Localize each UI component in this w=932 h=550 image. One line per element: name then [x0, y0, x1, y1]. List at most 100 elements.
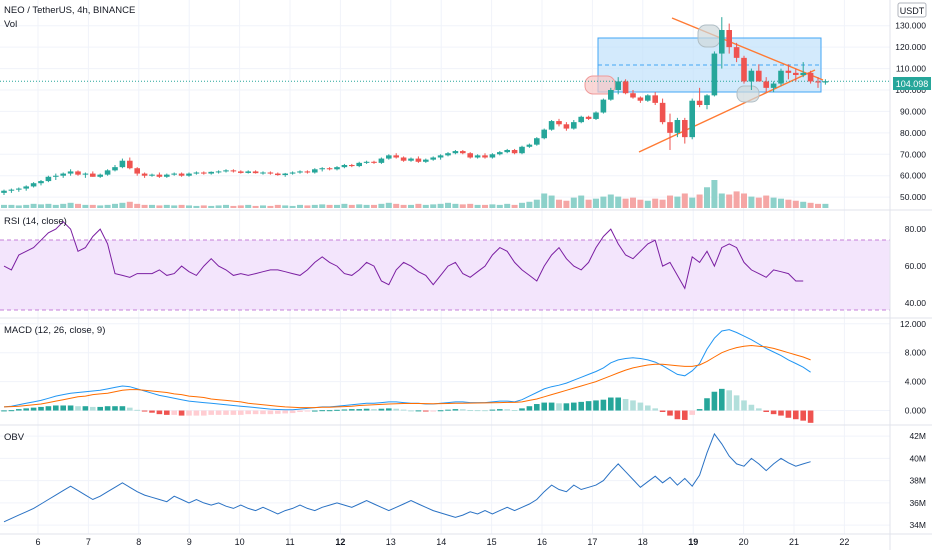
x-axis-label: 22 — [839, 537, 849, 547]
volume-bar — [52, 204, 59, 208]
volume-bar — [422, 204, 429, 208]
macd-hist-bar — [748, 404, 755, 411]
price-axis-label: 90.000 — [900, 106, 926, 116]
volume-bar — [126, 201, 133, 208]
candle-body — [112, 167, 118, 171]
candle-body — [815, 81, 821, 83]
candle-body — [23, 186, 29, 189]
macd-hist-bar — [674, 410, 681, 420]
volume-bar — [30, 203, 37, 208]
candle-body — [312, 169, 318, 173]
volume-bar — [445, 202, 451, 208]
volume-bar — [334, 204, 340, 208]
macd-hist-bar — [445, 409, 451, 411]
candle-body — [215, 171, 222, 173]
macd-hist-bar — [563, 403, 570, 411]
candle-body — [593, 112, 599, 119]
macd-hist-bar — [178, 410, 185, 416]
macd-hist-bar — [230, 410, 237, 415]
volume-bar — [785, 199, 792, 208]
macd-hist-bar — [652, 408, 658, 411]
candle-body — [704, 95, 710, 105]
macd-hist-bar — [667, 410, 673, 416]
candle-body — [822, 81, 829, 83]
volume-bar — [363, 204, 370, 208]
symbol-title[interactable]: NEO / TetherUS, 4h, BINANCE — [4, 5, 136, 16]
macd-hist-bar — [356, 409, 362, 411]
candles — [1, 17, 829, 195]
obv-axis-label: 42M — [909, 431, 926, 441]
volume-bar — [696, 194, 703, 208]
highlight-trough — [736, 85, 760, 103]
volume-bar — [718, 193, 725, 208]
macd-hist-bar — [193, 410, 200, 416]
macd-hist-bar — [807, 410, 814, 423]
volume-bar — [755, 197, 762, 208]
candle-body — [400, 157, 407, 161]
volume-bar — [67, 202, 74, 208]
candle-body — [141, 173, 148, 176]
volume-bars — [1, 180, 829, 208]
x-axis-labels: 6 7 8 9 10 11 12 13 14 15 16 17 18 19 20 21 22 — [35, 537, 849, 547]
candle-body — [16, 188, 22, 190]
macd-hist-bar — [659, 410, 666, 412]
macd-title[interactable]: MACD (12, 26, close, 9) — [4, 325, 106, 336]
candle-body — [556, 121, 562, 125]
macd-hist-bar — [82, 406, 89, 411]
x-axis-label: 14 — [436, 537, 446, 547]
volume-bar — [630, 197, 636, 208]
highlight-peak-1 — [584, 75, 616, 95]
candle-body — [482, 155, 488, 158]
x-axis-label: 13 — [386, 537, 396, 547]
volume-bar — [748, 196, 755, 208]
macd-hist-bar — [437, 410, 444, 412]
volume-bar — [141, 204, 148, 208]
candle-body — [45, 176, 52, 182]
volume-bar — [511, 204, 518, 208]
rsi-axis-label: 60.00 — [905, 261, 927, 271]
macd-hist-bar — [460, 409, 466, 411]
macd-axis-label: 8.000 — [905, 348, 927, 358]
macd-hist-bar — [326, 410, 333, 412]
macd-hist-bar — [97, 406, 103, 411]
currency-tag[interactable] — [897, 2, 927, 18]
volume-bar — [496, 204, 503, 208]
currency-label: USDT — [900, 6, 925, 16]
macd-hist-bar — [474, 410, 481, 412]
candle-body — [149, 174, 155, 176]
volume-bar — [215, 205, 222, 208]
macd-hist-bar — [275, 410, 281, 414]
candle-body — [756, 70, 762, 82]
obv-title[interactable]: OBV — [4, 432, 25, 443]
x-axis-label: 19 — [688, 537, 698, 547]
candle-body — [793, 72, 799, 75]
macd-histogram — [1, 388, 814, 423]
candle-body — [415, 158, 422, 162]
volume-bar — [556, 199, 562, 208]
x-axis-label: 9 — [187, 537, 192, 547]
candle-body — [356, 162, 362, 167]
candle-body — [53, 175, 59, 177]
last-price-value: 104.098 — [896, 79, 929, 89]
volume-bar — [8, 204, 15, 208]
candle-body — [171, 173, 177, 175]
macd-hist-bar — [541, 402, 547, 411]
candle-body — [275, 173, 281, 176]
price-axis-label: 70.000 — [900, 149, 926, 159]
candle-body — [689, 100, 695, 138]
candle-body — [563, 124, 570, 129]
price-axis-label: 120.000 — [895, 42, 926, 52]
candle-body — [800, 72, 806, 75]
candle-body — [97, 174, 103, 177]
candle-body — [201, 172, 207, 174]
macd-hist-bar — [593, 400, 599, 411]
macd-hist-bar — [341, 409, 348, 411]
macd-hist-bar — [252, 410, 259, 415]
macd-hist-bar — [53, 405, 59, 411]
volume-bar — [208, 205, 215, 208]
candle-body — [437, 155, 444, 158]
candle-body — [289, 172, 296, 174]
rsi-title[interactable]: RSI (14, close) — [4, 216, 67, 227]
